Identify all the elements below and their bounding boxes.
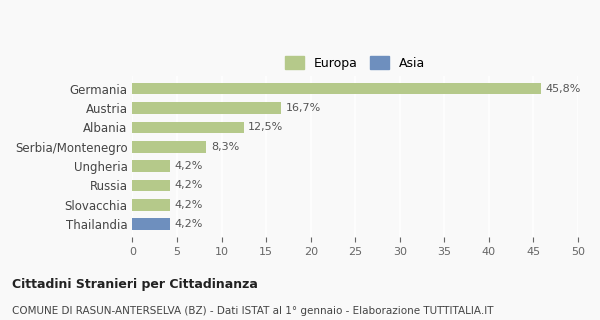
Text: 8,3%: 8,3% (211, 142, 239, 152)
Legend: Europa, Asia: Europa, Asia (281, 52, 429, 74)
Text: 12,5%: 12,5% (248, 122, 284, 132)
Bar (133, 102, 281, 114)
Bar (133, 218, 170, 230)
Text: 4,2%: 4,2% (175, 161, 203, 171)
Bar (133, 160, 170, 172)
Bar (133, 122, 244, 133)
Text: COMUNE DI RASUN-ANTERSELVA (BZ) - Dati ISTAT al 1° gennaio - Elaborazione TUTTIT: COMUNE DI RASUN-ANTERSELVA (BZ) - Dati I… (12, 306, 493, 316)
Bar (133, 199, 170, 211)
Bar (133, 180, 170, 191)
Text: 16,7%: 16,7% (286, 103, 321, 113)
Text: 4,2%: 4,2% (175, 200, 203, 210)
Text: Cittadini Stranieri per Cittadinanza: Cittadini Stranieri per Cittadinanza (12, 278, 258, 291)
Bar (133, 83, 541, 94)
Text: 4,2%: 4,2% (175, 180, 203, 190)
Text: 4,2%: 4,2% (175, 219, 203, 229)
Bar (133, 141, 206, 153)
Text: 45,8%: 45,8% (545, 84, 580, 94)
